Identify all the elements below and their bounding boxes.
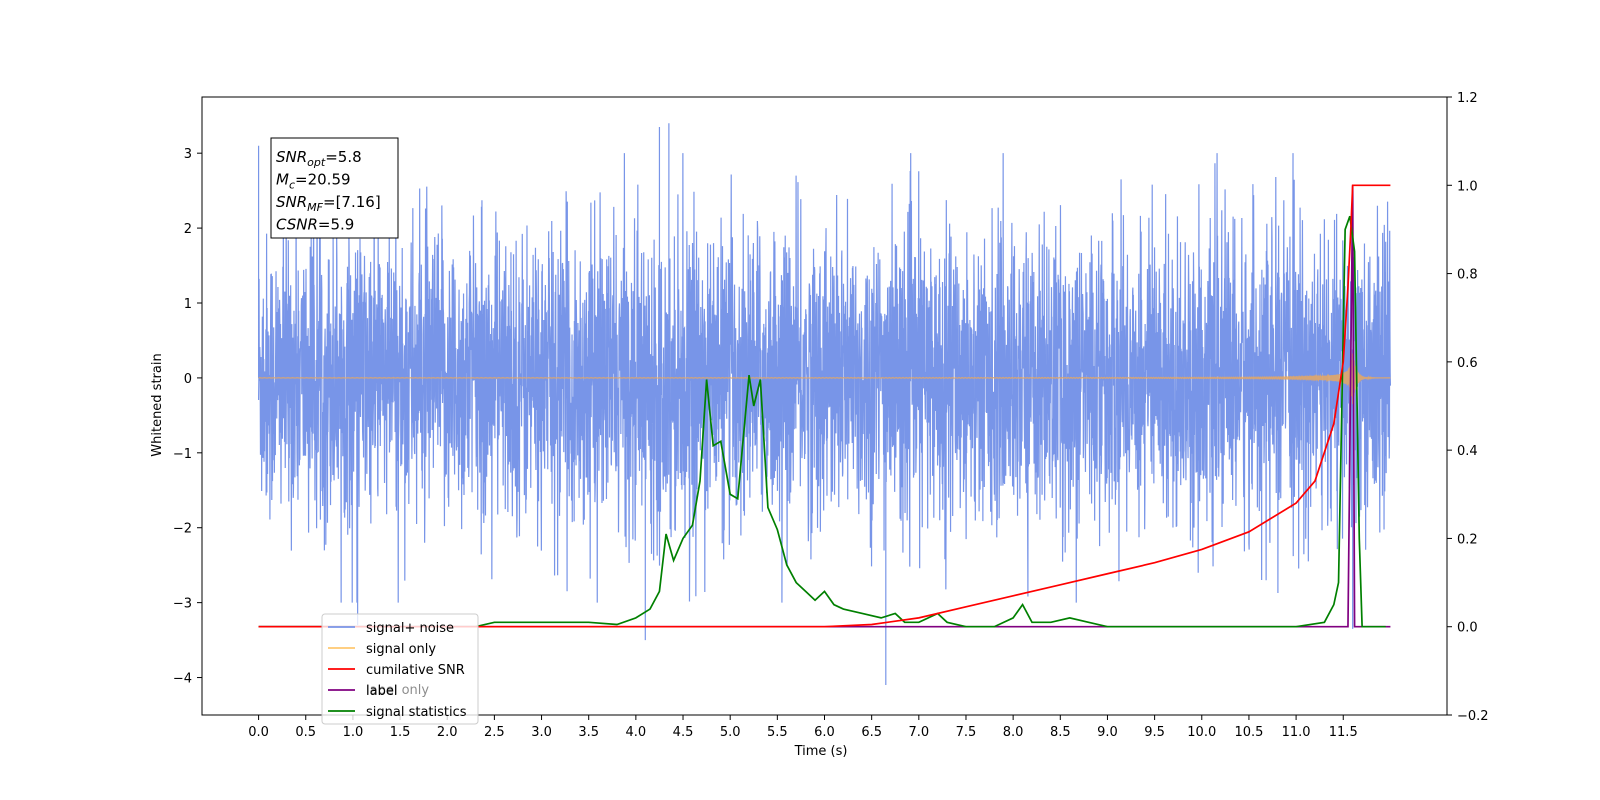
x-tick-label: 10.0 [1187,725,1216,740]
y-right-tick-label: 1.0 [1457,179,1478,194]
y-left-tick-label: 0 [184,372,192,387]
x-axis-label: Time (s) [794,744,848,759]
stats-line: SNRopt=5.8 [276,148,362,169]
x-tick-label: 5.5 [767,725,788,740]
legend-label: signal statistics [366,705,467,720]
stats-subscript: opt [307,156,326,169]
x-tick-label: 2.5 [484,725,505,740]
x-tick-label: 2.0 [437,725,458,740]
y-left-tick-label: 1 [184,297,192,312]
y-right-tick-label: 0.4 [1457,444,1478,459]
x-tick-label: 7.5 [956,725,977,740]
x-tick-label: 11.5 [1329,725,1358,740]
y-right-tick-label: −0.2 [1457,709,1489,724]
series-signal-only [258,353,1391,405]
x-tick-label: 8.5 [1050,725,1071,740]
x-tick-label: 0.5 [295,725,316,740]
x-tick-label: 4.0 [626,725,647,740]
x-tick-label: 1.5 [390,725,411,740]
x-tick-label: 9.5 [1144,725,1165,740]
legend-frame [321,613,479,725]
stats-value: =[7.16] [323,193,381,211]
y-left-tick-label: −2 [173,522,192,537]
y-left-tick-label: 3 [184,147,192,162]
stats-value: =5.9 [318,216,354,234]
y-left-tick-label: −4 [173,672,192,687]
stats-symbol: CSNR [276,216,318,234]
legend-label: cumilative SNR [366,663,465,678]
series-signal-statistics [258,215,1386,628]
x-tick-label: 6.5 [861,725,882,740]
plot-area [201,96,1448,716]
stats-subscript: c [289,179,295,192]
legend-label: signal+ noise [366,621,454,636]
series-signal-noise [257,123,1392,686]
y-left-tick-label: −3 [173,597,192,612]
x-tick-label: 1.0 [343,725,364,740]
x-tick-label: 10.5 [1234,725,1263,740]
y-right-tick-label: 0.6 [1457,356,1478,371]
series-cumulative-snr [258,184,1391,628]
stats-subscript: MF [307,201,323,214]
stats-line: Mc=20.59 [276,171,351,192]
stats-box-frame [270,137,399,239]
stats-symbol: SNR [276,193,307,211]
stats-symbol: SNR [276,148,307,166]
x-tick-label: 3.0 [531,725,552,740]
stats-line: SNRMF=[7.16] [276,193,381,214]
stats-value: =5.8 [325,148,361,166]
stats-line: CSNR=5.9 [276,216,354,234]
y-axis-right: 1.2 1.0 0.8 0.6 0.4 0.2 0.0 −0.2 [1447,91,1489,724]
x-tick-label: 0.0 [248,725,269,740]
x-tick-label: 3.5 [578,725,599,740]
x-tick-label: 11.0 [1282,725,1311,740]
y-right-tick-label: 0.2 [1457,532,1478,547]
x-tick-label: 7.0 [908,725,929,740]
y-left-tick-label: −1 [173,447,192,462]
legend-ghost-text: label only [366,683,429,698]
x-tick-label: 5.0 [720,725,741,740]
y-axis-left: 3 2 1 0 −1 −2 −3 −4 [173,147,202,687]
stats-value: =20.59 [295,171,351,189]
y-right-tick-label: 0.8 [1457,268,1478,283]
stats-symbol: M [276,171,289,189]
x-tick-label: 6.0 [814,725,835,740]
plot-inner [257,123,1392,686]
legend-label: signal only [366,642,436,657]
y-axis-label: Whitened strain [150,353,165,456]
x-tick-label: 9.0 [1097,725,1118,740]
legend-label: label [366,684,397,699]
y-right-tick-label: 0.0 [1457,621,1478,636]
y-left-tick-label: 2 [184,222,192,237]
x-tick-label: 8.0 [1003,725,1024,740]
x-axis: 0.0 0.5 1.0 1.5 2.0 2.5 3.0 3.5 4.0 4.5 5.0 5.5 6.0 6… [248,715,1358,740]
x-tick-label: 4.5 [673,725,694,740]
legend: label only signal+ noise signal only cumila… [321,613,479,725]
y-right-tick-label: 1.2 [1457,91,1478,106]
